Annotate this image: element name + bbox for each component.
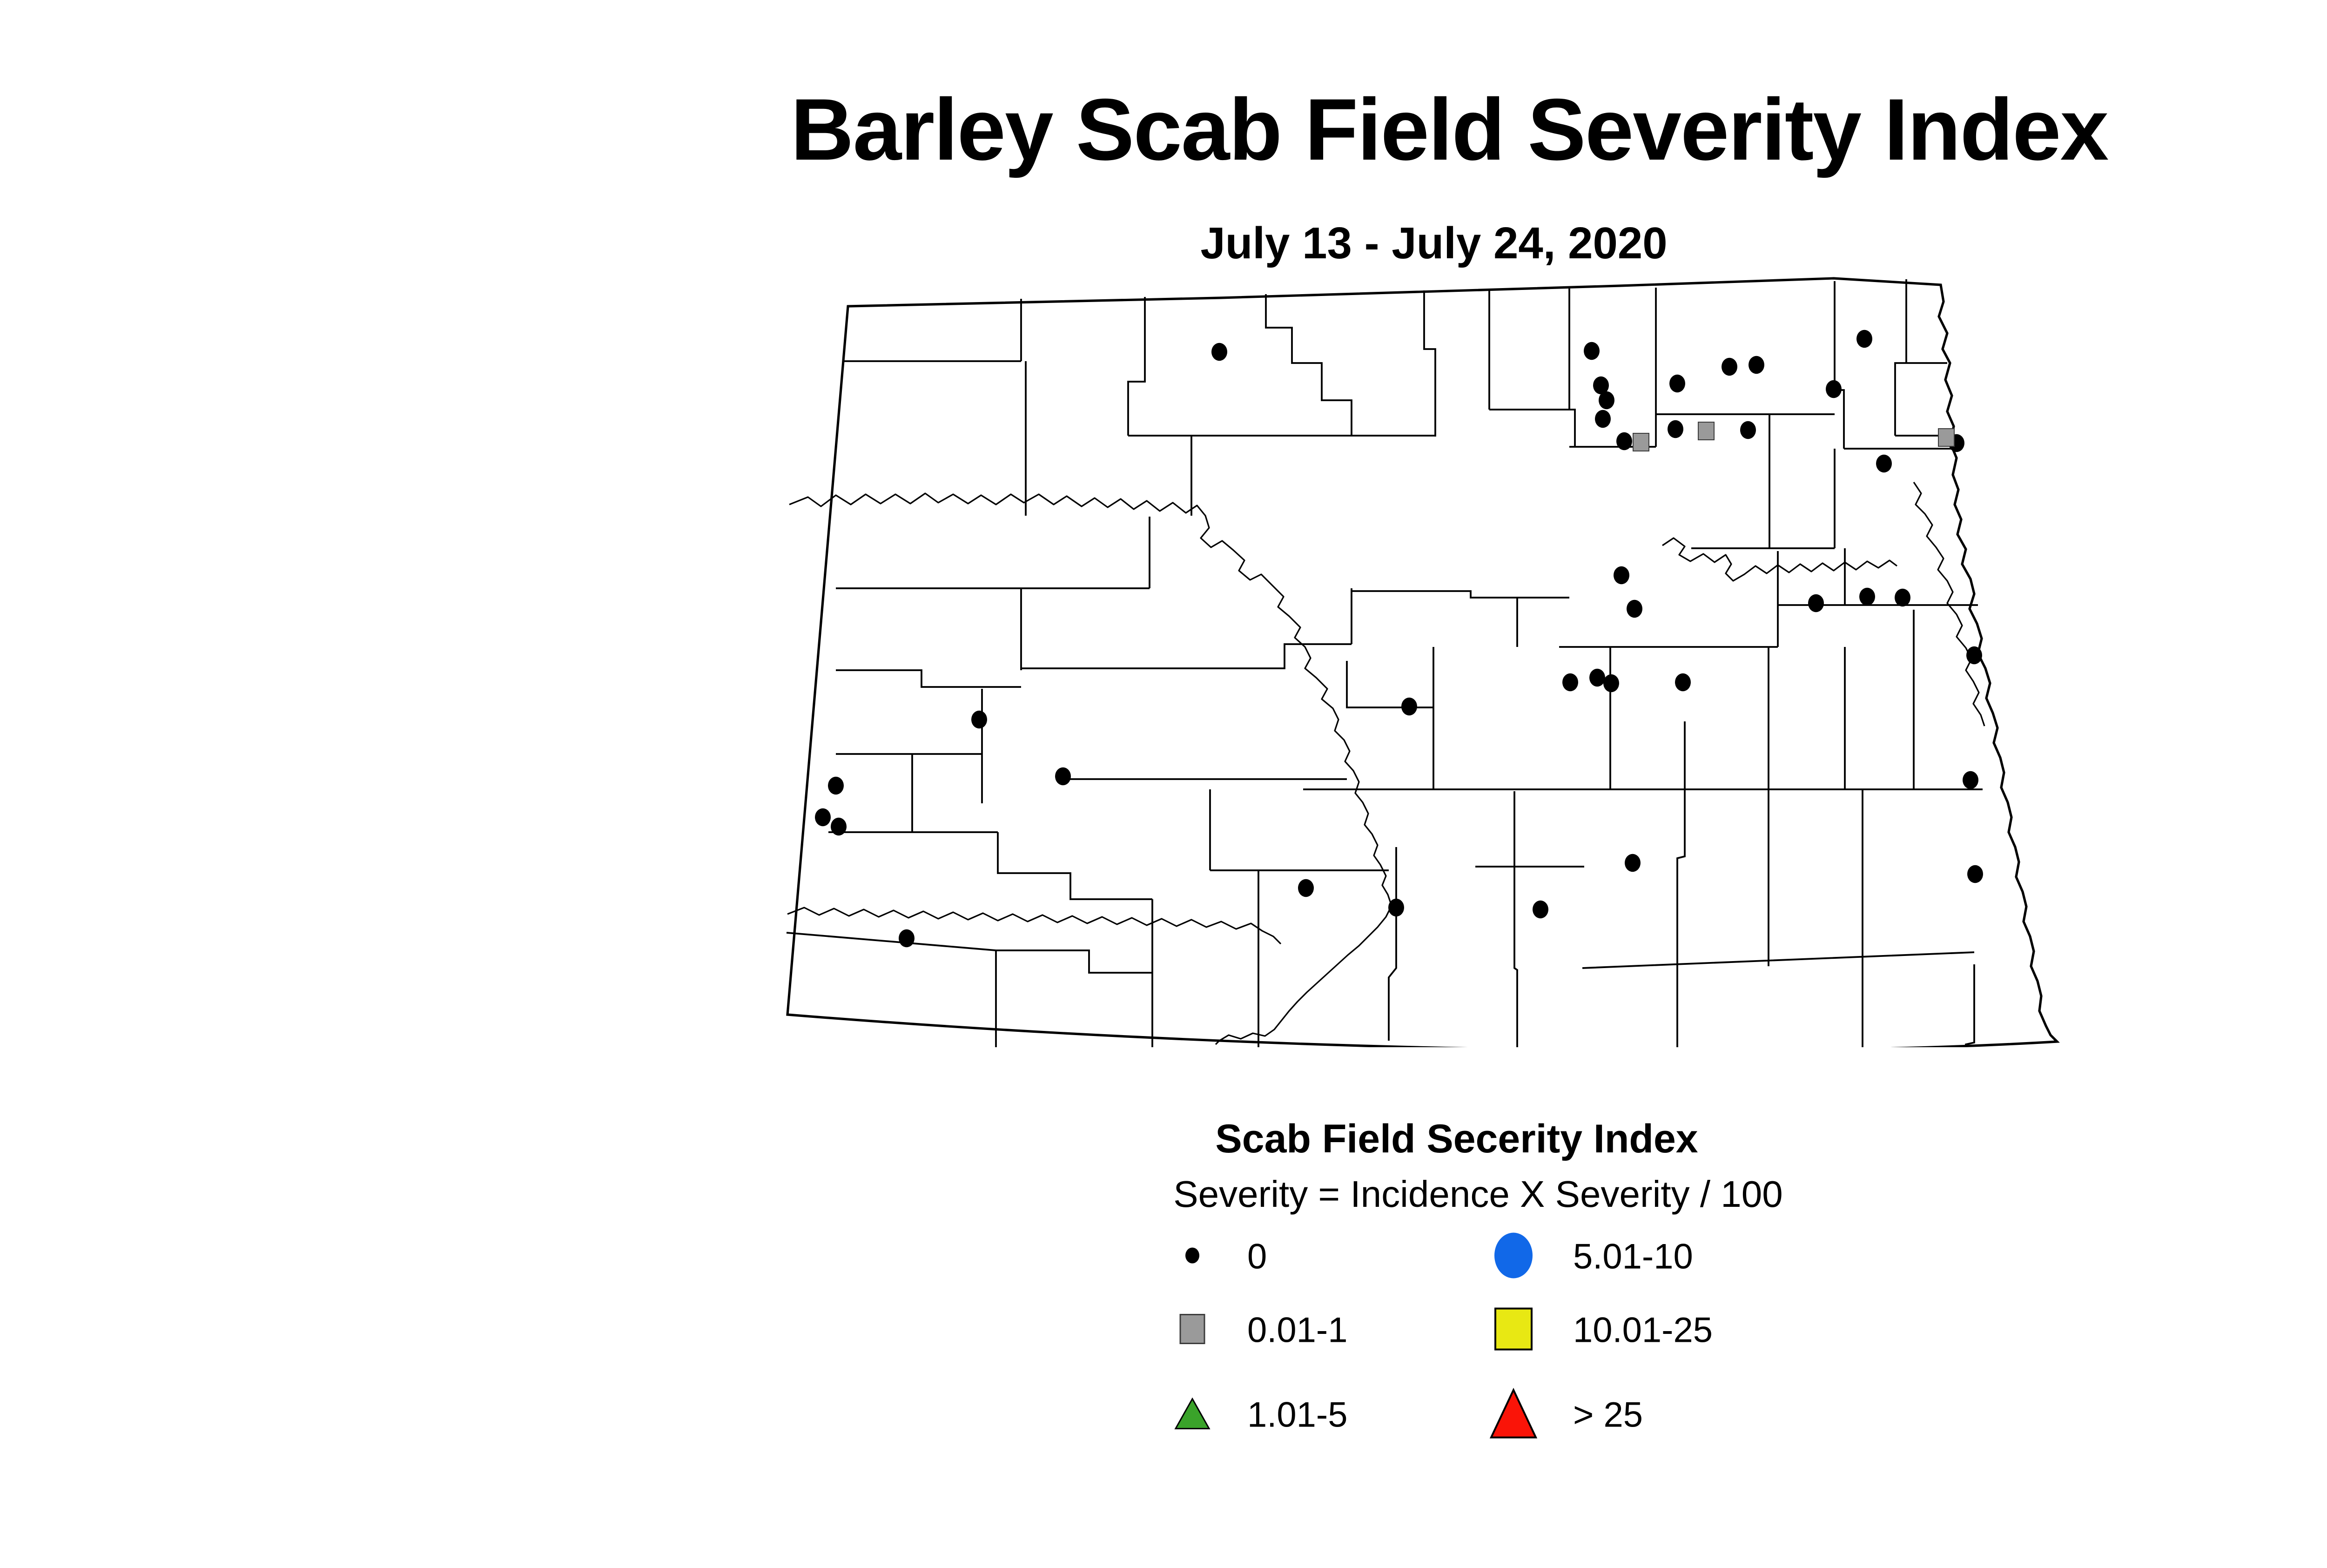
severity-dot-marker xyxy=(1589,668,1605,687)
state-outline xyxy=(786,277,2060,1047)
severity-dot-marker xyxy=(815,808,831,827)
cannonball-river xyxy=(787,907,1282,945)
map-svg xyxy=(786,277,2060,1047)
severity-dot-marker xyxy=(831,817,847,836)
severity-dot-marker xyxy=(1055,767,1071,786)
north-dakota-map xyxy=(782,270,2076,1047)
legend-red-triangle-icon xyxy=(1489,1387,1538,1442)
severity-dot-marker xyxy=(1859,587,1875,606)
county-lines-central xyxy=(1303,598,1983,790)
legend-label: 0.01-1 xyxy=(1247,1310,1348,1350)
severity-dot-marker xyxy=(1595,410,1611,428)
severity-dot-marker xyxy=(1669,374,1685,393)
severity-dot-marker xyxy=(1599,391,1614,410)
severity-dot-marker xyxy=(1856,330,1872,348)
page-title: Barley Scab Field Severity Index xyxy=(790,81,2109,178)
severity-dot-marker xyxy=(1722,357,1737,376)
severity-dot-marker xyxy=(1967,865,1983,883)
severity-dot-marker xyxy=(1211,343,1227,361)
severity-dot-marker xyxy=(1616,432,1632,451)
severity-dot-marker xyxy=(1876,454,1892,473)
severity-dot-marker xyxy=(1895,588,1910,607)
legend-yellow-square-icon xyxy=(1494,1307,1533,1353)
legend-title: Scab Field Secerity Index xyxy=(1215,1117,1698,1161)
severity-dot-marker xyxy=(1401,697,1417,716)
devils-lake xyxy=(1662,537,1897,582)
severity-dot-marker xyxy=(1808,594,1824,612)
legend-gray-square-icon xyxy=(1179,1313,1206,1347)
legend-label: 0 xyxy=(1247,1237,1267,1277)
severity-dot-marker xyxy=(1388,898,1404,917)
county-lines-southwest xyxy=(786,689,1389,1047)
severity-dot-marker xyxy=(1675,673,1691,692)
legend-label: 5.01-10 xyxy=(1573,1237,1693,1277)
legend-label: > 25 xyxy=(1573,1395,1643,1435)
missouri-river-lake-sakakawea xyxy=(789,492,1392,1045)
sheyenne-river xyxy=(1913,482,1985,727)
severity-dot-marker xyxy=(1603,674,1619,693)
severity-dot-marker xyxy=(1584,342,1600,360)
county-lines-southeast xyxy=(1388,721,1975,1047)
legend-label: 10.01-25 xyxy=(1573,1310,1713,1350)
severity-dot-marker xyxy=(1533,900,1548,919)
severity-dot-marker xyxy=(1749,356,1764,374)
severity-dot-marker xyxy=(899,929,915,948)
severity-dot-marker xyxy=(828,776,844,795)
field-markers-layer xyxy=(815,330,1983,948)
date-range-subtitle: July 13 - July 24, 2020 xyxy=(1200,218,1668,268)
legend-green-triangle-icon xyxy=(1174,1397,1211,1433)
county-lines-northeast xyxy=(1488,279,1978,647)
severity-square-marker xyxy=(1698,422,1715,440)
severity-square-marker xyxy=(1633,433,1649,451)
severity-dot-marker xyxy=(1668,420,1683,438)
severity-dot-marker xyxy=(1740,421,1756,439)
legend-formula: Severity = Incidence X Severity / 100 xyxy=(1173,1173,1783,1215)
severity-dot-marker xyxy=(1627,599,1642,618)
severity-dot-marker xyxy=(1625,854,1641,872)
severity-dot-marker xyxy=(971,710,987,729)
legend-blue-circle-icon xyxy=(1493,1232,1533,1282)
severity-dot-marker xyxy=(1298,879,1314,897)
severity-square-marker xyxy=(1938,428,1955,447)
severity-dot-marker xyxy=(1966,646,1982,665)
county-lines-northwest xyxy=(836,290,1569,688)
severity-dot-marker xyxy=(1614,566,1629,585)
severity-dot-marker xyxy=(1963,771,1978,789)
severity-dot-marker xyxy=(1826,380,1842,398)
severity-dot-marker xyxy=(1562,673,1578,692)
legend-label: 1.01-5 xyxy=(1247,1395,1348,1435)
severity-dot-marker xyxy=(1593,376,1609,395)
legend-dot-icon xyxy=(1184,1247,1200,1267)
